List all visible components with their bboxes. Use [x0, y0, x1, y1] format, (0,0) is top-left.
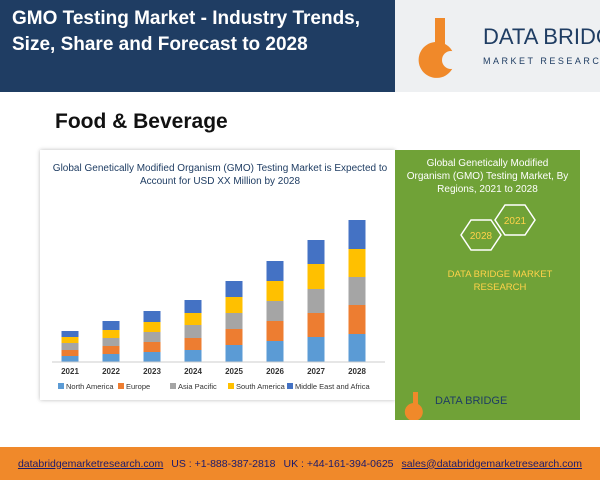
bar-segment: [61, 343, 79, 350]
x-tick-label: 2025: [225, 367, 243, 376]
legend-swatch: [228, 383, 234, 389]
legend-label: Europe: [126, 382, 150, 391]
bar-segment: [266, 281, 284, 301]
bar-segment: [225, 345, 243, 362]
bar-segment: [102, 330, 120, 338]
bar-segment: [307, 240, 325, 264]
bar-segment: [143, 322, 161, 332]
bar-segment: [102, 338, 120, 346]
bar-segment: [307, 337, 325, 362]
panel-graphics: 2028 2021 DATA BRIDGE: [404, 204, 536, 421]
bar-segment: [143, 342, 161, 352]
legend-label: North America: [66, 382, 114, 391]
bar-segment: [225, 297, 243, 313]
legend-swatch: [58, 383, 64, 389]
legend-swatch: [287, 383, 293, 389]
bar-segment: [184, 325, 202, 338]
bar-segment: [61, 350, 79, 356]
logo-tagline: MARKET RESEARCH: [483, 56, 600, 66]
legend-swatch: [170, 383, 176, 389]
panel-brand: DATA BRIDGE MARKET RESEARCH: [447, 269, 553, 293]
bar-segment: [348, 334, 366, 362]
bar-segment: [102, 346, 120, 354]
footer-uk-phone: UK : +44-161-394-0625: [283, 457, 394, 470]
panel-logo-name: DATA BRIDGE: [435, 395, 507, 407]
x-tick-label: 2027: [307, 367, 325, 376]
bar-segment: [307, 313, 325, 337]
legend-label: South America: [236, 382, 286, 391]
panel-logo-mark: [404, 392, 423, 421]
bar-segment: [102, 354, 120, 362]
hexagon: [494, 204, 536, 236]
bar-segment: [61, 337, 79, 343]
x-tick-label: 2028: [348, 367, 366, 376]
legend-swatch: [118, 383, 124, 389]
header-band: [0, 0, 415, 92]
hexagon: [460, 219, 502, 251]
bar-segment: [348, 249, 366, 277]
bar-segment: [225, 329, 243, 345]
bar-segment: [348, 220, 366, 249]
logo-hole: [442, 51, 460, 69]
bar-segment: [143, 311, 161, 322]
header-title: GMO Testing Market - Industry Trends, Si…: [12, 8, 361, 55]
bar-segment: [61, 356, 79, 362]
bar-segment: [184, 300, 202, 313]
side-panel: 2028 2021 DATA BRIDGE: [395, 150, 580, 421]
bar-segment: [184, 350, 202, 362]
hex-label: 2028: [470, 231, 493, 242]
bar-segment: [102, 321, 120, 330]
hex-label: 2021: [504, 216, 527, 227]
bar-segment: [184, 313, 202, 325]
logo: DATA BRIDGE MARKET RESEARCH: [418, 18, 600, 78]
bar-segment: [184, 338, 202, 350]
bar-segment: [266, 301, 284, 321]
bar-segment: [143, 352, 161, 362]
logo-mark: [418, 18, 455, 78]
bar-segment: [348, 305, 366, 334]
bar-segment: [225, 281, 243, 297]
x-tick-label: 2022: [102, 367, 120, 376]
footer-us-phone: US : +1-888-387-2818: [171, 457, 276, 470]
footer-email[interactable]: sales@databridgemarketresearch.com: [401, 457, 583, 470]
chart-title: Global Genetically Modified Organism (GM…: [52, 163, 388, 187]
bar-segment: [348, 277, 366, 305]
bar-segment: [61, 331, 79, 337]
bar-segment: [266, 321, 284, 341]
bar-segment: [143, 332, 161, 342]
x-tick-label: 2023: [143, 367, 161, 376]
x-tick-label: 2021: [61, 367, 79, 376]
logo-area: DATA BRIDGE MARKET RESEARCH: [395, 0, 600, 92]
bar-segment: [307, 289, 325, 313]
bar-segment: [225, 313, 243, 329]
footer-website[interactable]: databridgemarketresearch.com: [17, 457, 164, 470]
x-tick-label: 2024: [184, 367, 202, 376]
bar-segment: [266, 341, 284, 362]
panel-title: Global Genetically Modified Organism (GM…: [406, 158, 569, 195]
chart: 2021 2022 2023 2024 2025 2026 2027 2028 North Am…: [52, 220, 385, 391]
logo-name: DATA BRIDGE: [483, 24, 600, 49]
legend-label: Middle East and Africa: [295, 382, 370, 391]
footer: databridgemarketresearch.com US : +1-888…: [0, 447, 600, 480]
section-title: Food & Beverage: [55, 110, 228, 133]
legend-label: Asia Pacific: [178, 382, 217, 391]
chart-card: 2021 2022 2023 2024 2025 2026 2027 2028 North Am…: [40, 150, 395, 400]
bar-segment: [266, 261, 284, 281]
bar-segment: [307, 264, 325, 289]
x-tick-label: 2026: [266, 367, 284, 376]
